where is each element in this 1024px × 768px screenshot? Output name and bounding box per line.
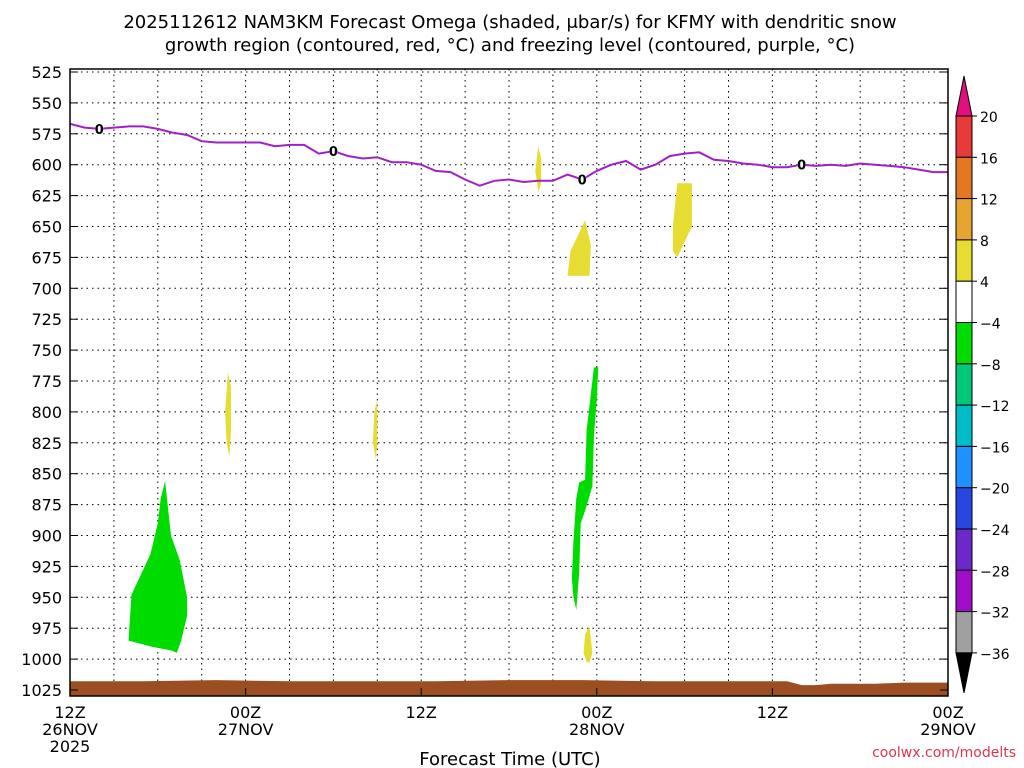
freezing-level-label-text: 0 bbox=[797, 159, 806, 174]
y-tick-label: 975 bbox=[31, 619, 62, 638]
x-tick-label: 12Z bbox=[406, 703, 437, 722]
colorbar-label: −32 bbox=[980, 606, 1010, 622]
y-tick-label: 900 bbox=[31, 527, 62, 546]
y-tick-label: 625 bbox=[31, 187, 62, 206]
x-tick-label: 00Z bbox=[932, 703, 963, 722]
colorbar-swatch bbox=[955, 280, 973, 324]
colorbar-swatch bbox=[955, 404, 973, 447]
freezing-level-label-text: 0 bbox=[329, 145, 338, 160]
y-tick-label: 650 bbox=[31, 218, 62, 237]
y-tick-label: 525 bbox=[31, 63, 62, 82]
terrain-layer bbox=[70, 680, 948, 696]
colorbar-swatch bbox=[955, 115, 973, 158]
y-axis: 525 550 575 600 625 650 675 700 725 750 775 800 825 8… bbox=[21, 63, 948, 700]
colorbar-label: 16 bbox=[980, 151, 998, 167]
colorbar-swatch bbox=[955, 611, 973, 654]
omega-region-sinking bbox=[583, 625, 593, 663]
x-tick-label: 2025 bbox=[50, 737, 91, 756]
y-tick-label: 575 bbox=[31, 125, 62, 144]
terrain-fill bbox=[70, 680, 948, 696]
freezing-level-line bbox=[70, 122, 948, 187]
colorbar-label: −28 bbox=[980, 564, 1010, 580]
colorbar-top-arrow bbox=[955, 75, 973, 117]
freezing-level-layer: 0 0 0 0 bbox=[70, 121, 948, 189]
colorbar-bottom-arrow bbox=[955, 652, 973, 693]
colorbar-label: 8 bbox=[980, 234, 989, 250]
omega-region-sinking bbox=[672, 183, 692, 258]
colorbar-label: −20 bbox=[980, 482, 1010, 498]
x-tick-label: 12Z bbox=[54, 703, 85, 722]
colorbar-label: −4 bbox=[980, 317, 1001, 333]
colorbar-swatch bbox=[955, 528, 973, 571]
credit-text: coolwx.com/modelts bbox=[872, 745, 1016, 761]
y-tick-label: 550 bbox=[31, 94, 62, 113]
y-tick-label: 850 bbox=[31, 465, 62, 484]
chart-title-line1: 2025112612 NAM3KM Forecast Omega (shaded… bbox=[123, 12, 896, 33]
freezing-level-label: 0 bbox=[329, 144, 338, 160]
y-tick-label: 825 bbox=[31, 434, 62, 453]
colorbar-swatch bbox=[955, 487, 973, 530]
omega-shading bbox=[128, 146, 692, 663]
freezing-level-label: 0 bbox=[797, 157, 806, 174]
y-tick-label: 950 bbox=[31, 588, 62, 607]
plot-frame bbox=[69, 68, 949, 697]
omega-region-rising bbox=[571, 367, 599, 610]
y-tick-label: 875 bbox=[31, 496, 62, 515]
colorbar-swatch bbox=[955, 198, 973, 241]
x-tick-label: 26NOV bbox=[42, 720, 98, 739]
y-tick-label: 700 bbox=[31, 279, 62, 298]
colorbar: 20 16 12 8 4 −4 −8 −12 −16 −20 −24 −28 −32 −36 bbox=[955, 75, 1010, 693]
y-tick-label: 800 bbox=[31, 403, 62, 422]
colorbar-label: 12 bbox=[980, 193, 998, 209]
y-tick-label: 1000 bbox=[21, 650, 62, 669]
colorbar-label: 20 bbox=[980, 110, 998, 126]
colorbar-swatch bbox=[955, 156, 973, 200]
x-axis-label: Forecast Time (UTC) bbox=[419, 749, 600, 768]
x-tick-label: 27NOV bbox=[218, 720, 274, 739]
x-tick-label: 12Z bbox=[757, 703, 788, 722]
freezing-level-label: 0 bbox=[578, 172, 587, 189]
y-tick-label: 725 bbox=[31, 310, 62, 329]
omega-region-sinking bbox=[535, 146, 542, 192]
colorbar-label: −16 bbox=[980, 440, 1010, 456]
colorbar-swatch bbox=[955, 569, 973, 613]
colorbar-swatch bbox=[955, 445, 973, 489]
colorbar-swatch bbox=[955, 239, 973, 282]
y-tick-label: 600 bbox=[31, 156, 62, 175]
x-tick-label: 00Z bbox=[230, 703, 261, 722]
colorbar-label: −24 bbox=[980, 523, 1010, 539]
colorbar-swatch bbox=[955, 322, 973, 365]
x-tick-label: 29NOV bbox=[920, 720, 976, 739]
colorbar-swatch bbox=[955, 363, 973, 406]
colorbar-label: −36 bbox=[980, 647, 1010, 663]
freezing-level-label-text: 0 bbox=[578, 174, 587, 189]
chart-title-line2: growth region (contoured, red, °C) and f… bbox=[165, 35, 855, 56]
y-tick-label: 675 bbox=[31, 248, 62, 267]
colorbar-label: −12 bbox=[980, 399, 1010, 415]
x-tick-label: 00Z bbox=[581, 703, 612, 722]
omega-region-sinking bbox=[372, 399, 378, 459]
freezing-level-label-text: 0 bbox=[95, 123, 104, 138]
x-tick-label: 28NOV bbox=[569, 720, 625, 739]
omega-region-rising bbox=[128, 481, 188, 653]
colorbar-label: −8 bbox=[980, 358, 1001, 374]
y-tick-label: 1025 bbox=[21, 681, 62, 700]
freezing-level-label: 0 bbox=[95, 121, 104, 138]
omega-region-sinking bbox=[225, 372, 231, 457]
y-tick-label: 925 bbox=[31, 557, 62, 576]
grid-lines bbox=[70, 69, 948, 696]
y-tick-label: 775 bbox=[31, 372, 62, 391]
y-tick-label: 750 bbox=[31, 341, 62, 360]
colorbar-label: 4 bbox=[980, 275, 989, 291]
omega-region-sinking bbox=[567, 220, 591, 276]
